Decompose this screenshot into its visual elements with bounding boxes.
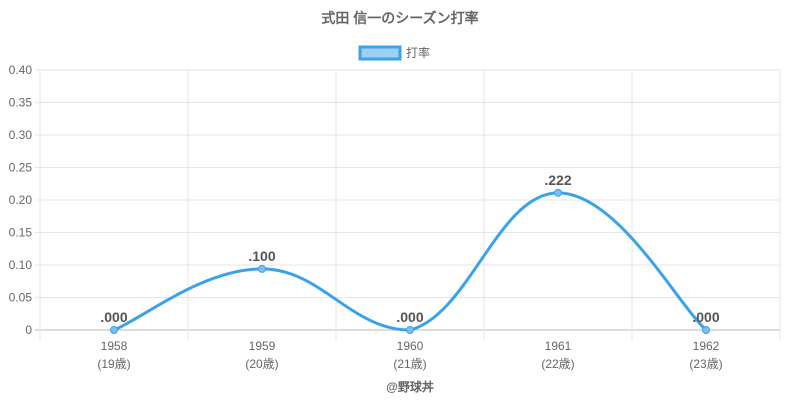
data-label: .100 xyxy=(248,248,275,264)
data-point xyxy=(258,264,266,273)
x-tick-label: 1962 xyxy=(693,339,720,353)
y-tick-label: 0.10 xyxy=(9,258,33,272)
legend-label: 打率 xyxy=(406,45,430,60)
x-tick-sublabel: (21歳) xyxy=(393,357,426,371)
data-point xyxy=(702,326,710,334)
data-label: .222 xyxy=(544,172,571,188)
data-label: .000 xyxy=(692,309,719,325)
chart-title: 式田 信一のシーズン打率 xyxy=(321,10,478,26)
x-axis-label: @野球丼 xyxy=(386,379,434,394)
x-tick-sublabel: (19歳) xyxy=(97,357,130,371)
y-tick-label: 0.30 xyxy=(9,128,33,142)
legend[interactable]: 打率 xyxy=(358,45,430,61)
x-tick-label: 1959 xyxy=(249,339,276,353)
data-point xyxy=(110,326,118,334)
y-tick-label: 0.20 xyxy=(9,193,33,207)
data-label: .000 xyxy=(100,309,127,325)
y-tick-label: 0.35 xyxy=(9,96,33,110)
x-tick-label: 1960 xyxy=(397,339,424,353)
data-point xyxy=(554,188,562,197)
x-tick-label: 1961 xyxy=(545,339,572,353)
x-tick-sublabel: (23歳) xyxy=(689,357,722,371)
series-line xyxy=(113,191,708,332)
x-tick-label: 1958 xyxy=(101,339,128,353)
x-tick-sublabel: (22歳) xyxy=(541,357,574,371)
data-point xyxy=(406,326,414,334)
data-label: .000 xyxy=(396,309,423,325)
legend-swatch xyxy=(358,45,402,61)
x-tick-sublabel: (20歳) xyxy=(245,357,278,371)
y-tick-label: 0 xyxy=(25,323,32,337)
y-tick-label: 0.05 xyxy=(9,291,33,305)
y-tick-label: 0.15 xyxy=(9,226,33,240)
y-tick-label: 0.40 xyxy=(9,63,33,77)
y-tick-label: 0.25 xyxy=(9,161,33,175)
